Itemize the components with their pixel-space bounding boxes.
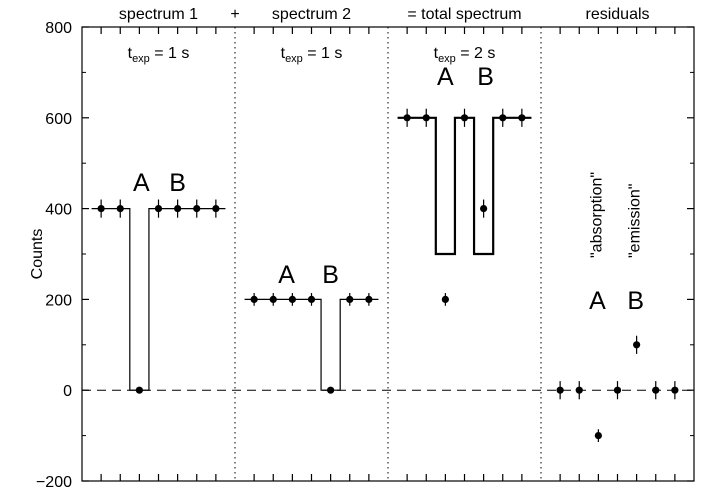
data-point bbox=[594, 432, 602, 440]
model-step-line bbox=[91, 208, 226, 391]
exposure-label: texp = 1 s bbox=[281, 45, 343, 65]
data-point bbox=[174, 205, 182, 213]
panel-title-2: spectrum 2 bbox=[272, 6, 351, 23]
feature-label-a: A bbox=[133, 169, 150, 197]
model-step-line bbox=[397, 116, 532, 256]
y-tick-label: 0 bbox=[63, 383, 72, 400]
residual-annotation: "emission" bbox=[627, 184, 644, 259]
feature-label-a: A bbox=[589, 287, 606, 315]
data-point bbox=[652, 386, 660, 394]
data-point bbox=[403, 114, 411, 122]
data-point bbox=[633, 341, 641, 349]
data-point bbox=[422, 114, 430, 122]
data-point bbox=[671, 386, 679, 394]
data-point bbox=[441, 295, 449, 303]
residual-annotation: "absorption" bbox=[588, 172, 605, 258]
panel-title-3: = total spectrum bbox=[407, 6, 521, 23]
model-step-line bbox=[244, 298, 379, 391]
data-point bbox=[575, 386, 583, 394]
data-point bbox=[250, 295, 258, 303]
y-tick-label: 400 bbox=[45, 202, 72, 219]
data-point bbox=[613, 386, 622, 394]
data-point bbox=[212, 205, 220, 213]
data-point bbox=[365, 295, 373, 303]
data-point bbox=[307, 295, 316, 303]
model-lines bbox=[91, 116, 532, 391]
separator-symbol: + bbox=[230, 6, 239, 23]
data-points bbox=[97, 108, 679, 442]
data-point bbox=[154, 205, 163, 213]
data-point bbox=[288, 295, 296, 303]
feature-label-a: A bbox=[278, 261, 295, 289]
panel-title-1: spectrum 1 bbox=[119, 6, 198, 23]
data-point bbox=[135, 386, 143, 394]
feature-label-b: B bbox=[627, 287, 644, 315]
y-axis-label: Counts bbox=[29, 229, 46, 280]
data-point bbox=[480, 205, 488, 213]
panel-separators bbox=[234, 27, 542, 481]
panel-title-4: residuals bbox=[585, 6, 649, 23]
y-tick-label: −200 bbox=[36, 474, 72, 490]
data-point bbox=[346, 295, 354, 303]
data-point bbox=[116, 205, 124, 213]
data-point bbox=[518, 114, 526, 122]
y-tick-label: 800 bbox=[45, 20, 72, 37]
data-point bbox=[460, 114, 469, 122]
exposure-label: texp = 2 s bbox=[434, 45, 496, 65]
data-point bbox=[327, 386, 335, 394]
data-point bbox=[193, 205, 201, 213]
data-point bbox=[556, 386, 564, 394]
data-point bbox=[97, 205, 105, 213]
y-tick-label: 600 bbox=[45, 111, 72, 128]
feature-label-b: B bbox=[477, 63, 494, 91]
y-tick-label: 200 bbox=[45, 292, 72, 309]
feature-label-b: B bbox=[169, 169, 186, 197]
axis-ticks: −200 0 200 400 600 800 bbox=[36, 20, 694, 490]
data-point bbox=[499, 114, 507, 122]
feature-label-b: B bbox=[322, 261, 339, 289]
exposure-label: texp = 1 s bbox=[128, 45, 190, 65]
data-point bbox=[269, 295, 277, 303]
feature-label-a: A bbox=[437, 63, 454, 91]
